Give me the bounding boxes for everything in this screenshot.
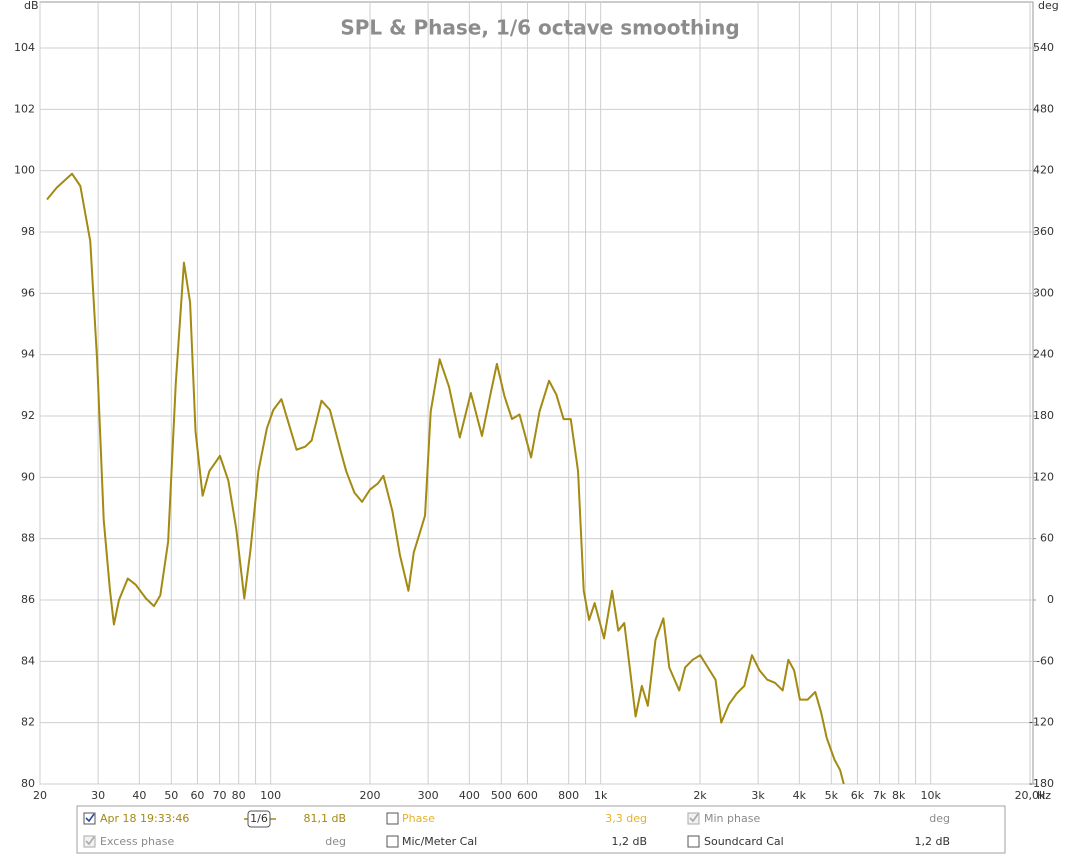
- x-tick-label: 4k: [793, 789, 807, 802]
- x-tick-label: 30: [91, 789, 105, 802]
- min-phase-checkbox[interactable]: [687, 812, 700, 825]
- y2-tick-label: 60: [1040, 532, 1054, 545]
- x-unit: Hz: [1037, 789, 1051, 802]
- x-tick-label: 60: [190, 789, 204, 802]
- y2-tick-label: 0: [1047, 593, 1054, 606]
- plot-frame: [39, 1, 1034, 785]
- y-tick-label: 100: [14, 164, 35, 177]
- y-tick-label: 90: [21, 470, 35, 483]
- y-tick-label: 94: [21, 348, 35, 361]
- x-tick-label: 20,0k: [1015, 789, 1046, 802]
- y2-tick-label: -180: [1029, 777, 1054, 790]
- x-tick-label: 80: [232, 789, 246, 802]
- excess-phase-label: Excess phase: [100, 835, 174, 848]
- mic-cal-checkbox[interactable]: [386, 835, 399, 848]
- y-tick-label: 98: [21, 225, 35, 238]
- y2-tick-label: 300: [1033, 286, 1054, 299]
- y-unit: dB: [24, 0, 39, 12]
- min-phase-label: Min phase: [704, 812, 760, 825]
- x-tick-label: 8k: [892, 789, 906, 802]
- legend-panel: [76, 805, 1006, 854]
- x-tick-label: 1k: [594, 789, 608, 802]
- x-tick-label: 200: [360, 789, 381, 802]
- y2-tick-label: 540: [1033, 41, 1054, 54]
- excess-phase-checkbox[interactable]: [83, 835, 96, 848]
- y-tick-label: 102: [14, 102, 35, 115]
- chart-title: SPL & Phase, 1/6 octave smoothing: [340, 16, 739, 40]
- x-tick-label: 10k: [920, 789, 941, 802]
- mic-cal-readout: 1,2 dB: [611, 835, 647, 848]
- x-tick-label: 50: [164, 789, 178, 802]
- phase-label: Phase: [402, 812, 435, 825]
- series-checkbox[interactable]: [83, 812, 96, 825]
- smoothing-badge[interactable]: [247, 810, 271, 828]
- x-tick-label: 600: [517, 789, 538, 802]
- smoothing-label: 1/6: [250, 812, 268, 825]
- x-tick-label: 6k: [851, 789, 865, 802]
- x-tick-label: 500: [491, 789, 512, 802]
- y2-tick-label: 360: [1033, 225, 1054, 238]
- y2-tick-label: -120: [1029, 716, 1054, 729]
- y-tick-label: 92: [21, 409, 35, 422]
- soundcard-cal-checkbox[interactable]: [687, 835, 700, 848]
- y2-tick-label: 180: [1033, 409, 1054, 422]
- y-tick-label: 80: [21, 777, 35, 790]
- spl-line: [46, 172, 845, 785]
- y2-unit: deg: [1038, 0, 1059, 12]
- y2-tick-label: 480: [1033, 102, 1054, 115]
- x-tick-label: 400: [459, 789, 480, 802]
- y-tick-label: 84: [21, 654, 35, 667]
- soundcard-cal-label: Soundcard Cal: [704, 835, 784, 848]
- x-tick-label: 70: [213, 789, 227, 802]
- mic-cal-label: Mic/Meter Cal: [402, 835, 477, 848]
- legend-series-name: Apr 18 19:33:46: [100, 812, 189, 825]
- x-tick-label: 3k: [751, 789, 765, 802]
- plot: [46, 172, 845, 785]
- x-tick-label: 300: [418, 789, 439, 802]
- spl-readout: 81,1 dB: [303, 812, 346, 825]
- y2-tick-label: 120: [1033, 470, 1054, 483]
- x-tick-label: 40: [132, 789, 146, 802]
- x-tick-label: 800: [558, 789, 579, 802]
- y-tick-label: 96: [21, 286, 35, 299]
- x-tick-label: 5k: [825, 789, 839, 802]
- y-tick-label: 88: [21, 532, 35, 545]
- phase-checkbox[interactable]: [386, 812, 399, 825]
- x-tick-label: 2k: [693, 789, 707, 802]
- grid: [39, 2, 1033, 785]
- y-tick-label: 104: [14, 41, 35, 54]
- min-phase-readout: deg: [929, 812, 950, 825]
- y2-tick-label: 420: [1033, 164, 1054, 177]
- y2-tick-label: 240: [1033, 348, 1054, 361]
- excess-phase-readout: deg: [325, 835, 346, 848]
- soundcard-cal-readout: 1,2 dB: [914, 835, 950, 848]
- x-tick-label: 7k: [873, 789, 887, 802]
- x-tick-label: 20: [33, 789, 47, 802]
- y-tick-label: 82: [21, 716, 35, 729]
- x-tick-label: 100: [260, 789, 281, 802]
- y2-tick-label: -60: [1036, 654, 1054, 667]
- y-tick-label: 86: [21, 593, 35, 606]
- phase-readout: 3,3 deg: [605, 812, 647, 825]
